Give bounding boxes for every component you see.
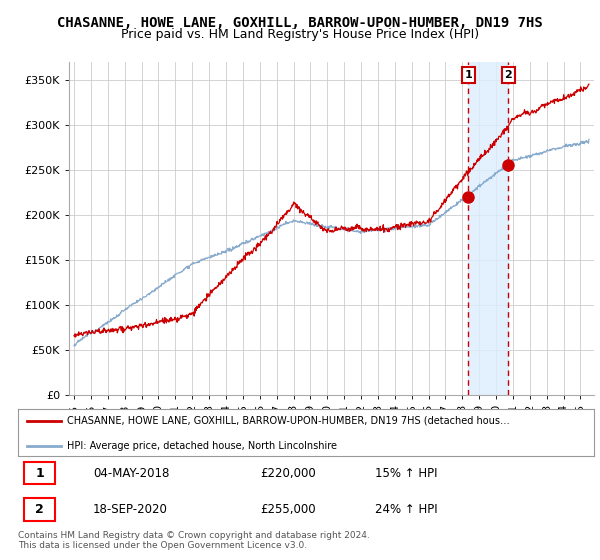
Text: HPI: Average price, detached house, North Lincolnshire: HPI: Average price, detached house, Nort… xyxy=(67,441,337,451)
Text: 04-MAY-2018: 04-MAY-2018 xyxy=(93,466,169,480)
Text: 1: 1 xyxy=(464,70,472,80)
Text: CHASANNE, HOWE LANE, GOXHILL, BARROW-UPON-HUMBER, DN19 7HS: CHASANNE, HOWE LANE, GOXHILL, BARROW-UPO… xyxy=(57,16,543,30)
Text: 1: 1 xyxy=(35,466,44,480)
Bar xyxy=(24,462,55,484)
Text: Price paid vs. HM Land Registry's House Price Index (HPI): Price paid vs. HM Land Registry's House … xyxy=(121,28,479,41)
Text: Contains HM Land Registry data © Crown copyright and database right 2024.
This d: Contains HM Land Registry data © Crown c… xyxy=(18,531,370,550)
Text: £255,000: £255,000 xyxy=(260,503,316,516)
Bar xyxy=(24,498,55,521)
Text: 24% ↑ HPI: 24% ↑ HPI xyxy=(375,503,438,516)
Text: 15% ↑ HPI: 15% ↑ HPI xyxy=(375,466,437,480)
Text: 18-SEP-2020: 18-SEP-2020 xyxy=(93,503,168,516)
Text: 2: 2 xyxy=(505,70,512,80)
Text: CHASANNE, HOWE LANE, GOXHILL, BARROW-UPON-HUMBER, DN19 7HS (detached hous…: CHASANNE, HOWE LANE, GOXHILL, BARROW-UPO… xyxy=(67,416,510,426)
Text: 2: 2 xyxy=(35,503,44,516)
Text: £220,000: £220,000 xyxy=(260,466,316,480)
Bar xyxy=(468,62,508,395)
